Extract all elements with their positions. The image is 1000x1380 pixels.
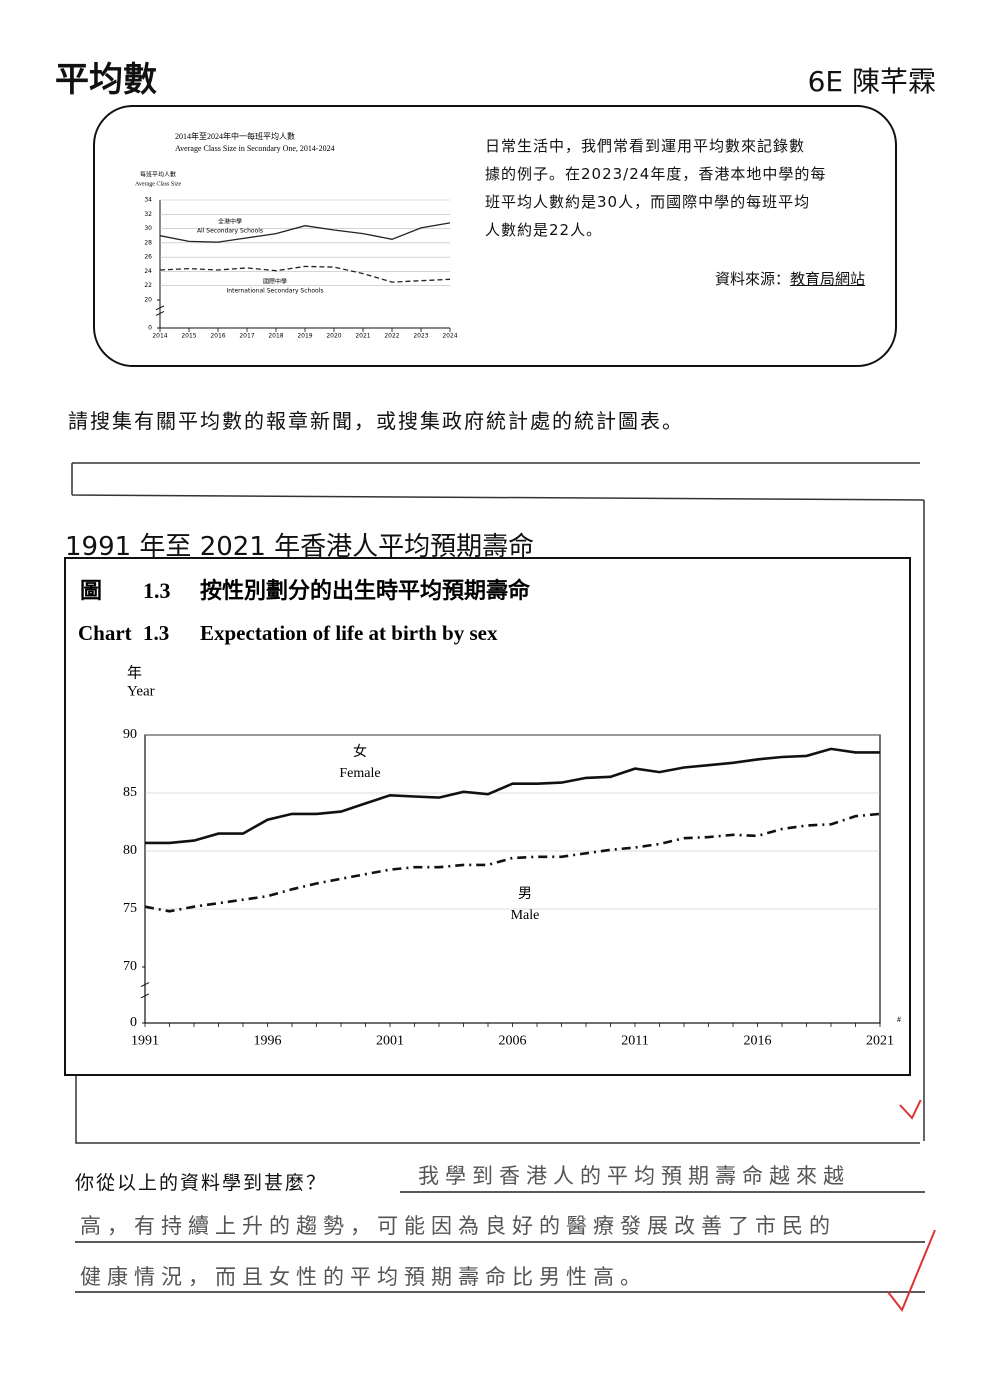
x-tick-label: 2014 [152,332,167,339]
y-tick-label: 22 [144,282,152,289]
y-tick-label: 0 [130,1015,137,1030]
y-axis-label: 每班平均人數 [140,170,176,178]
answer-line: 高，有持續上升的趨勢，可能因為良好的醫療發展改善了市民的 [80,1214,836,1238]
series-line [159,265,451,283]
y-tick-label: 20 [144,297,152,304]
x-tick-label: 2011 [621,1033,648,1048]
source: 資料來源：教育局網站 [715,268,865,289]
y-tick-label: 85 [123,785,137,800]
answer-line: 健康情況，而且女性的平均預期壽命比男性高。 [80,1265,647,1289]
x-tick-label: 2006 [499,1033,527,1048]
text-line: 日常生活中，我們常看到運用平均數來記錄數 [485,137,806,155]
plot-area [144,734,881,1024]
answer-lines [75,1100,936,1312]
x-tick-label: 2017 [239,332,254,339]
chart-title: 2014年至2024年中一每班平均人數 [175,131,295,141]
text-line: 據的例子。在2023/24年度，香港本地中學的每 [485,165,827,183]
series-label-en: International Secondary Schools [227,288,324,295]
chart-number: 1.3 [143,578,171,603]
x-tick-label: 2019 [297,332,312,339]
series-label-en: Female [339,766,380,781]
series-label-en: All Secondary Schools [197,228,263,235]
x-tick-label: 2024 [442,332,457,339]
note-mark: # [897,1015,901,1024]
y-axis-label: Year [127,683,155,699]
x-tick-label: 1991 [131,1033,159,1048]
y-tick-label: 30 [144,225,152,232]
x-tick-label: 2020 [326,332,341,339]
y-tick-label: 26 [144,254,152,261]
x-tick-label: 1996 [254,1033,282,1048]
y-tick-label: 75 [123,901,137,916]
clipping-frame [64,462,925,1144]
y-tick-label: 90 [123,727,137,742]
series-label: 男 [518,887,532,902]
chart-subtitle: Average Class Size in Secondary One, 201… [175,144,335,153]
source-label: 資料來源： [714,270,790,288]
text-line: 人數約是22人。 [485,221,603,239]
series-label: 全港中學 [218,218,242,226]
axis-break [155,305,165,316]
y-axis-label: Average Class Size [135,181,182,187]
plot-area [160,200,450,328]
series-label-en: Male [511,908,540,923]
y-tick-label: 70 [123,959,137,974]
series-label: 國際中學 [263,278,287,286]
x-tick-label: 2015 [181,332,196,339]
series-line [159,222,451,243]
question: 你從以上的資料學到甚麼？ [75,1172,328,1194]
series-label: 女 [353,743,367,760]
x-tick-label: 2018 [268,332,283,339]
source-name: 教育局網站 [789,270,865,288]
chart-title-en: Expectation of life at birth by sex [200,621,498,645]
y-tick-label: 32 [144,211,152,218]
y-tick-label: 0 [148,325,152,332]
x-tick-label: 2016 [210,332,225,339]
y-tick-label: 28 [144,239,152,246]
y-tick-label: 80 [123,843,137,858]
life-chart: 圖 1.3 按性別劃分的出生時平均預期壽命 Chart 1.3 Expectat… [78,578,901,1048]
chart-label: 圖 [80,578,102,603]
answer-line: 我學到香港人的平均預期壽命越來越 [418,1164,850,1188]
intro-chart: 2014年至2024年中一每班平均人數 Average Class Size i… [135,131,458,339]
x-tick-label: 2022 [384,332,399,339]
x-tick-label: 2021 [355,332,370,339]
student-name: 6E 陳芊霖 [807,65,936,98]
x-tick-label: 2021 [866,1033,894,1048]
clipping-heading: 1991 年至 2021 年香港人平均預期壽命 [65,532,535,562]
y-tick-label: 24 [144,268,152,275]
chart-number: 1.3 [143,621,169,645]
intro-box [93,105,897,367]
chart-label: Chart [78,621,132,645]
instruction: 請搜集有關平均數的報章新聞，或搜集政府統計處的統計圖表。 [68,409,684,433]
series-line [144,812,881,913]
chart-title: 按性別劃分的出生時平均預期壽命 [200,578,531,603]
series-line [145,747,880,845]
x-tick-label: 2023 [413,332,428,339]
x-tick-label: 2016 [744,1033,772,1048]
axis-break [140,982,150,999]
y-tick-label: 34 [144,197,152,204]
x-tick-label: 2001 [376,1033,404,1048]
page-title: 平均數 [55,60,157,100]
y-axis-label: 年 [127,664,142,681]
intro-text: 日常生活中，我們常看到運用平均數來記錄數 據的例子。在2023/24年度，香港本… [485,132,826,244]
text-line: 班平均人數約是30人，而國際中學的每班平均 [485,193,811,211]
